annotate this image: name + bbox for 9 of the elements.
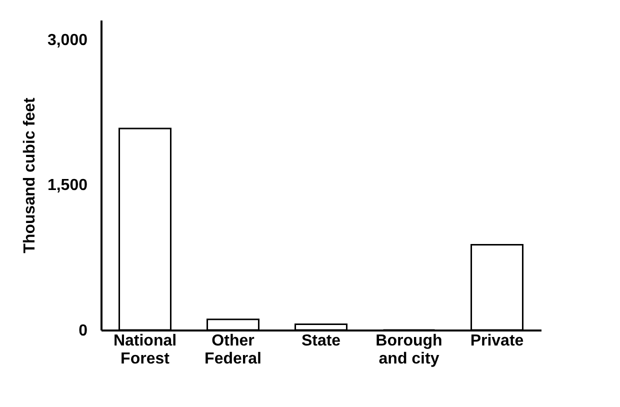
y-tick-label: 1,500 bbox=[47, 177, 88, 194]
x-tick-label: Other Federal bbox=[204, 332, 262, 368]
y-axis-title: Thousand cubic feet bbox=[21, 97, 38, 254]
x-tick-label: State bbox=[301, 332, 341, 350]
y-tick-label: 3,000 bbox=[47, 32, 88, 49]
x-tick-label: National Forest bbox=[113, 332, 177, 368]
y-tick-label: 0 bbox=[78, 322, 88, 340]
x-tick-label: Private bbox=[470, 332, 524, 350]
x-tick-label: Borough and city bbox=[376, 332, 442, 368]
